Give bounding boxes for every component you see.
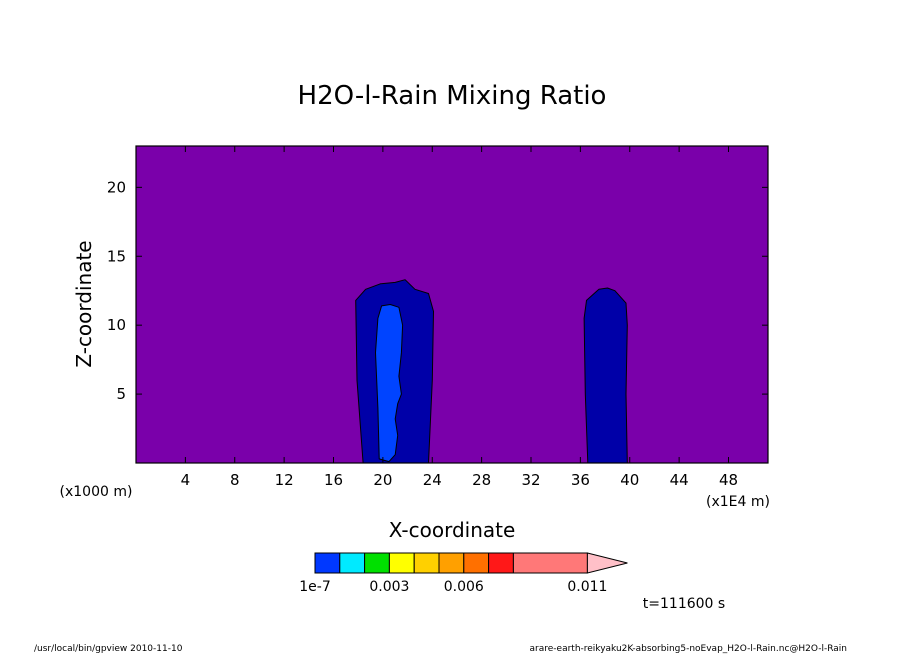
y-unit-label: (x1000 m) [60, 484, 133, 500]
contour-layer [355, 279, 628, 464]
colorbar-swatch-8 [512, 552, 588, 574]
x-tick-label: 28 [472, 471, 491, 489]
x-tick-label: 40 [620, 471, 639, 489]
colorbar-swatch-3 [388, 552, 415, 574]
x-tick-label: 4 [181, 471, 191, 489]
x-tick-label: 16 [324, 471, 343, 489]
y-axis-ticks: 5 10 15 20 [107, 178, 768, 403]
footer-right: arare-earth-reikyaku2K-absorbing5-noEvap… [530, 644, 847, 654]
colorbar-extend-triangle [586, 552, 628, 574]
plot-frame [135, 145, 769, 464]
x-tick-label: 12 [275, 471, 294, 489]
x-tick-label: 32 [521, 471, 540, 489]
y-tick-label: 15 [107, 247, 126, 265]
x-axis-label: X-coordinate [389, 518, 516, 542]
y-axis-label: Z-coordinate [72, 240, 96, 367]
y-tick-label: 20 [107, 178, 126, 196]
colorbar-swatch-7 [488, 552, 514, 574]
colorbar: 1e-7 0.003 0.006 0.011 [299, 552, 628, 595]
x-tick-label: 44 [670, 471, 689, 489]
colorbar-label: 1e-7 [299, 579, 330, 595]
colorbar-label: 0.006 [444, 579, 484, 595]
x-tick-label: 20 [373, 471, 392, 489]
time-label: t=111600 s [643, 596, 725, 612]
x-tick-label: 8 [230, 471, 240, 489]
colorbar-swatch-6 [463, 552, 490, 574]
footer-left: /usr/local/bin/gpview 2010-11-10 [34, 644, 183, 654]
chart-title: H2O-l-Rain Mixing Ratio [298, 81, 607, 111]
colorbar-swatch-1 [339, 552, 366, 574]
colorbar-swatch-4 [413, 552, 440, 574]
x-tick-label: 48 [719, 471, 738, 489]
y-tick-label: 10 [107, 316, 126, 334]
x-tick-label: 24 [423, 471, 442, 489]
colorbar-swatch-0 [314, 552, 341, 574]
plot-background [136, 146, 768, 463]
colorbar-swatch-5 [438, 552, 465, 574]
contour-region-1-0 [375, 304, 404, 463]
x-axis-ticks: 4 8 12 16 20 24 28 32 36 40 44 48 [181, 146, 738, 489]
x-tick-label: 36 [571, 471, 590, 489]
contour-region-0-1 [583, 287, 628, 464]
y-tick-label: 5 [116, 385, 126, 403]
x-unit-label: (x1E4 m) [706, 494, 770, 510]
colorbar-swatch-2 [364, 552, 390, 574]
colorbar-label: 0.011 [567, 579, 607, 595]
colorbar-label: 0.003 [369, 579, 409, 595]
